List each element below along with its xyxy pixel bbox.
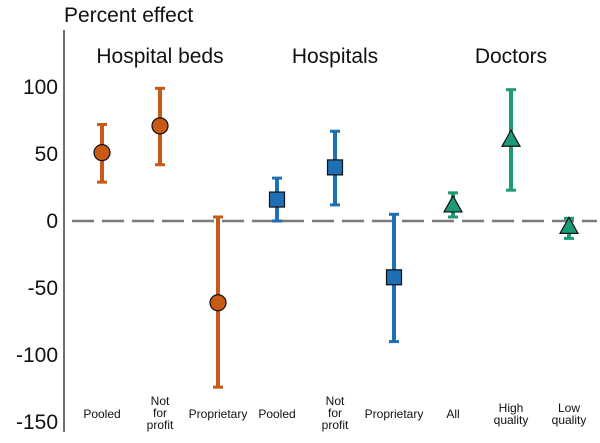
y-tick-label: 0 [46,210,58,233]
x-category-label: Proprietary [189,407,248,421]
y-axis-ticks: 100 50 0 -50 -100 -150 [16,76,58,434]
y-tick-label: 50 [35,143,58,166]
x-category-label: Not for profit [322,394,349,432]
x-category-label: High quality [494,401,529,427]
y-tick-label: -100 [16,344,58,367]
point-estimate [326,159,344,176]
x-category-label: Low quality [552,401,587,427]
point-estimate [268,191,286,208]
y-axis-title: Percent effect [64,4,193,27]
x-category-label: Not for profit [147,394,174,432]
point-estimate [151,117,169,135]
x-category-label: All [446,407,459,421]
point-estimate [558,216,580,234]
point-estimate [442,194,464,213]
y-tick-label: 100 [23,76,58,99]
group-label: Hospitals [292,45,378,68]
x-category-label: Pooled [83,407,120,421]
group-label: Hospital beds [96,45,223,68]
y-tick-label: -50 [28,277,58,300]
x-category-label: Proprietary [365,407,424,421]
point-estimate [209,294,227,312]
estimate-groups: Hospital beds Pooled Not for profit Proprieta… [83,45,586,432]
point-estimate [93,144,111,162]
point-estimate [385,269,403,286]
point-estimate [500,129,522,147]
x-category-label: Pooled [258,407,295,421]
y-tick-label: -150 [16,411,58,434]
group-label: Doctors [475,45,547,68]
